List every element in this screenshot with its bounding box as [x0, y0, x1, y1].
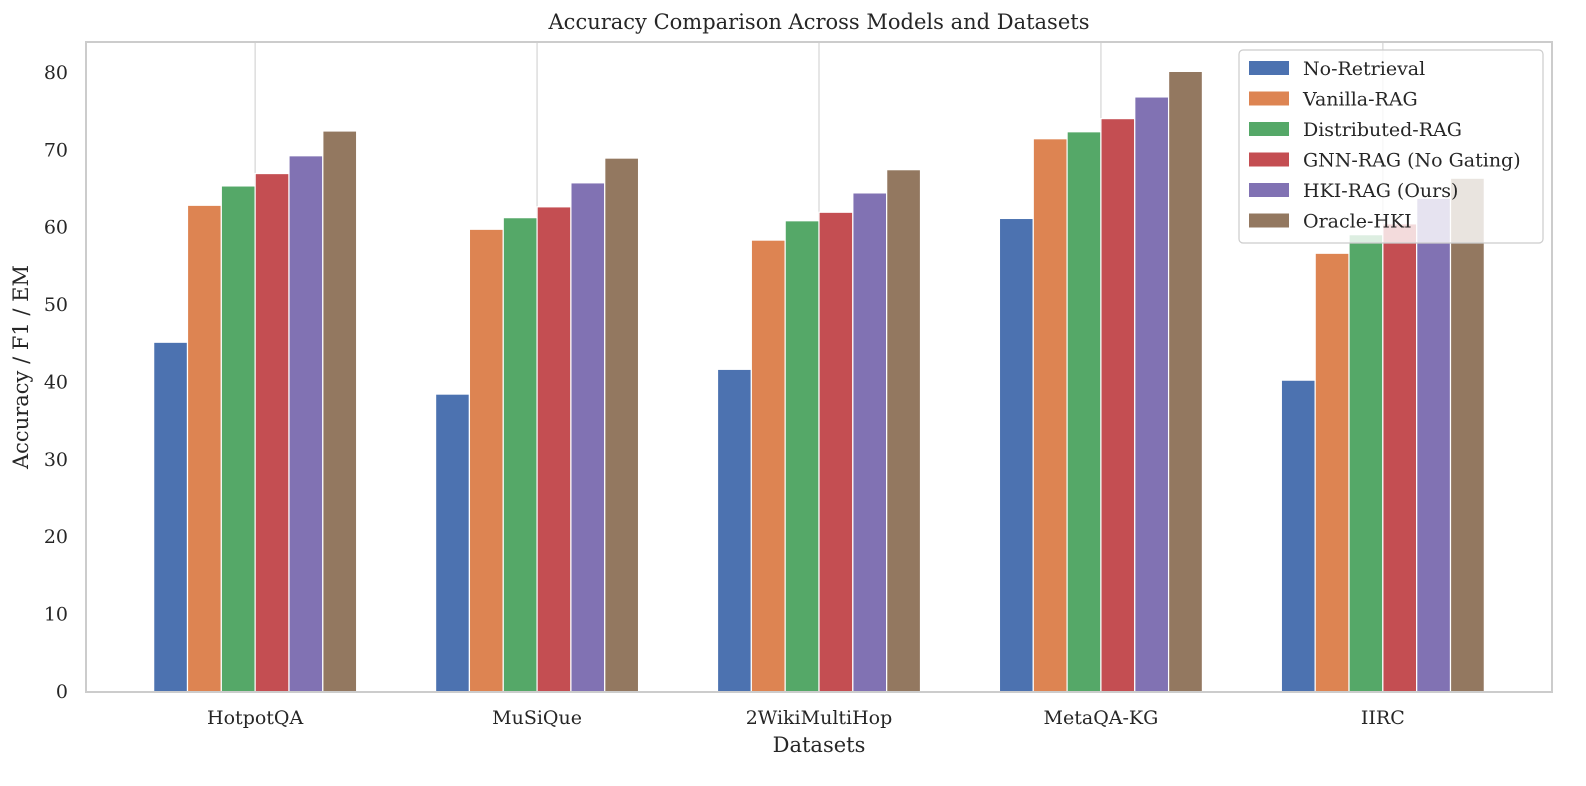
bar [1382, 223, 1418, 693]
x-tick-label: 2WikiMultiHop [746, 707, 893, 729]
y-tick-label: 10 [44, 604, 68, 626]
legend-swatch [1249, 183, 1289, 197]
legend-label: Vanilla-RAG [1302, 89, 1418, 111]
y-tick-label: 70 [44, 139, 68, 161]
bar [750, 239, 786, 693]
y-tick-label: 20 [44, 526, 68, 548]
legend: No-Retrieval Vanilla-RAG Distributed-RAG GN… [1238, 49, 1544, 244]
bar [322, 130, 358, 693]
bar [502, 217, 538, 693]
bar [186, 204, 222, 693]
x-tick-label: IIRC [1361, 707, 1405, 729]
legend-label: GNN-RAG (No Gating) [1303, 150, 1521, 172]
legend-label: HKI-RAG (Ours) [1303, 180, 1458, 202]
bar [1134, 96, 1170, 693]
y-tick-label: 40 [44, 371, 68, 393]
y-tick-label: 60 [44, 217, 68, 239]
bar [288, 155, 324, 693]
y-axis-title: Accuracy / F1 / EM [9, 265, 33, 470]
x-tick-labels: HotpotQA MuSiQue 2WikiMultiHop MetaQA-KG IIR… [207, 707, 1405, 729]
bar [1032, 138, 1068, 693]
legend-swatch [1249, 61, 1289, 75]
x-tick-label: HotpotQA [207, 707, 303, 729]
bar [784, 220, 820, 693]
legend-swatch [1249, 122, 1289, 136]
bar [468, 228, 504, 693]
bar [818, 211, 854, 693]
y-tick-label: 80 [44, 62, 68, 84]
bar [1167, 70, 1204, 693]
plot-frame [85, 41, 1553, 693]
bar [886, 169, 922, 693]
y-tick-labels: 0 10 20 30 40 50 60 70 80 [44, 62, 68, 703]
bar [434, 393, 471, 693]
bar [998, 217, 1034, 693]
bar [716, 368, 752, 693]
bar [220, 185, 256, 693]
bar [1314, 252, 1350, 693]
legend-swatch [1249, 91, 1289, 106]
y-tick-label: 50 [44, 294, 68, 316]
legend-label: Distributed-RAG [1303, 119, 1462, 141]
x-tick-label: MuSiQue [492, 707, 582, 729]
legend-box [1238, 49, 1544, 244]
bar [1348, 234, 1384, 693]
chart-title: Accuracy Comparison Across Models and Da… [548, 10, 1090, 34]
bar [536, 206, 572, 693]
bar [852, 192, 888, 693]
x-axis-title: Datasets [773, 733, 866, 757]
bar [1066, 131, 1102, 693]
bar [1100, 118, 1136, 693]
bar [604, 157, 640, 693]
bar [1449, 177, 1485, 693]
bar [254, 172, 290, 693]
x-tick-label: MetaQA-KG [1044, 707, 1159, 729]
legend-swatch [1249, 152, 1289, 167]
bar [1280, 379, 1316, 693]
legend-label: No-Retrieval [1303, 58, 1425, 80]
bar [1416, 197, 1452, 693]
bar [153, 341, 189, 693]
bar [570, 182, 606, 693]
y-tick-label: 30 [44, 449, 68, 471]
legend-label: Oracle-HKI [1303, 211, 1412, 233]
y-tick-label: 0 [56, 681, 68, 703]
legend-swatch [1249, 213, 1289, 228]
